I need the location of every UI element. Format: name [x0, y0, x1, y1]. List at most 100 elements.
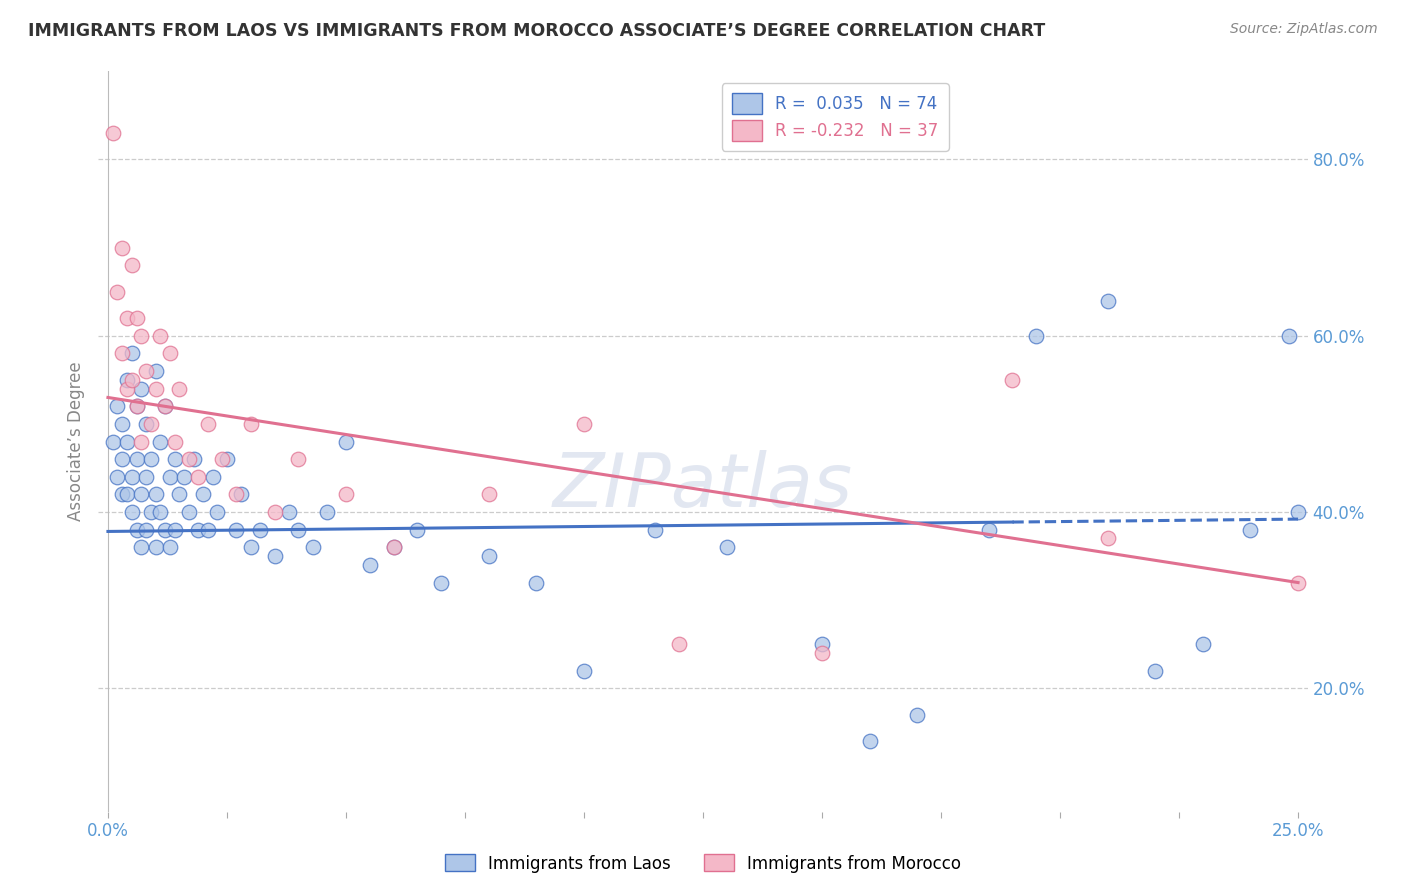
- Point: [1192, 637, 1215, 651]
- Point: [125, 311, 148, 326]
- Point: [1286, 505, 1309, 519]
- Point: [225, 523, 247, 537]
- Point: [382, 541, 405, 555]
- Point: [1144, 664, 1167, 678]
- Point: [101, 434, 124, 449]
- Point: [163, 452, 186, 467]
- Point: [859, 734, 882, 748]
- Point: [121, 346, 143, 360]
- Point: [145, 487, 167, 501]
- Point: [153, 399, 176, 413]
- Point: [382, 541, 405, 555]
- Point: [211, 452, 233, 467]
- Point: [644, 523, 666, 537]
- Point: [125, 399, 148, 413]
- Point: [111, 452, 134, 467]
- Point: [153, 399, 176, 413]
- Text: IMMIGRANTS FROM LAOS VS IMMIGRANTS FROM MOROCCO ASSOCIATE’S DEGREE CORRELATION C: IMMIGRANTS FROM LAOS VS IMMIGRANTS FROM …: [28, 22, 1046, 40]
- Point: [129, 328, 152, 343]
- Point: [183, 452, 205, 467]
- Point: [716, 541, 738, 555]
- Point: [668, 637, 690, 651]
- Point: [1277, 328, 1299, 343]
- Point: [335, 434, 357, 449]
- Point: [149, 434, 172, 449]
- Point: [111, 417, 134, 431]
- Point: [197, 417, 219, 431]
- Point: [231, 487, 253, 501]
- Point: [129, 382, 152, 396]
- Point: [249, 523, 271, 537]
- Point: [115, 311, 138, 326]
- Text: Source: ZipAtlas.com: Source: ZipAtlas.com: [1230, 22, 1378, 37]
- Point: [811, 637, 834, 651]
- Point: [129, 541, 152, 555]
- Point: [335, 487, 357, 501]
- Point: [287, 523, 309, 537]
- Point: [187, 470, 209, 484]
- Point: [263, 505, 285, 519]
- Point: [359, 558, 381, 572]
- Y-axis label: Associate’s Degree: Associate’s Degree: [67, 362, 86, 521]
- Point: [139, 417, 162, 431]
- Point: [145, 364, 167, 378]
- Point: [125, 452, 148, 467]
- Point: [129, 487, 152, 501]
- Point: [159, 541, 181, 555]
- Point: [169, 382, 191, 396]
- Point: [478, 487, 501, 501]
- Point: [1097, 532, 1119, 546]
- Point: [135, 523, 157, 537]
- Point: [115, 487, 138, 501]
- Point: [145, 382, 167, 396]
- Point: [115, 434, 138, 449]
- Point: [129, 434, 152, 449]
- Point: [1286, 575, 1309, 590]
- Point: [115, 373, 138, 387]
- Point: [1097, 293, 1119, 308]
- Legend: Immigrants from Laos, Immigrants from Morocco: Immigrants from Laos, Immigrants from Mo…: [437, 847, 969, 880]
- Point: [572, 664, 595, 678]
- Point: [135, 470, 157, 484]
- Point: [115, 382, 138, 396]
- Point: [478, 549, 501, 563]
- Point: [225, 487, 247, 501]
- Point: [201, 470, 224, 484]
- Point: [163, 523, 186, 537]
- Point: [215, 452, 238, 467]
- Point: [159, 470, 181, 484]
- Point: [316, 505, 339, 519]
- Point: [197, 523, 219, 537]
- Point: [173, 470, 195, 484]
- Point: [287, 452, 309, 467]
- Point: [107, 285, 129, 299]
- Legend: R =  0.035   N = 74, R = -0.232   N = 37: R = 0.035 N = 74, R = -0.232 N = 37: [723, 83, 949, 151]
- Point: [277, 505, 299, 519]
- Point: [191, 487, 214, 501]
- Point: [159, 346, 181, 360]
- Point: [101, 126, 124, 140]
- Point: [121, 258, 143, 272]
- Point: [905, 707, 928, 722]
- Point: [139, 505, 162, 519]
- Point: [301, 541, 323, 555]
- Point: [145, 541, 167, 555]
- Point: [811, 646, 834, 660]
- Point: [107, 399, 129, 413]
- Point: [1239, 523, 1261, 537]
- Point: [111, 241, 134, 255]
- Point: [977, 523, 1000, 537]
- Point: [149, 505, 172, 519]
- Point: [163, 434, 186, 449]
- Point: [111, 346, 134, 360]
- Point: [121, 373, 143, 387]
- Point: [121, 470, 143, 484]
- Point: [121, 505, 143, 519]
- Point: [187, 523, 209, 537]
- Point: [524, 575, 547, 590]
- Point: [125, 523, 148, 537]
- Point: [135, 364, 157, 378]
- Point: [139, 452, 162, 467]
- Point: [263, 549, 285, 563]
- Point: [1025, 328, 1047, 343]
